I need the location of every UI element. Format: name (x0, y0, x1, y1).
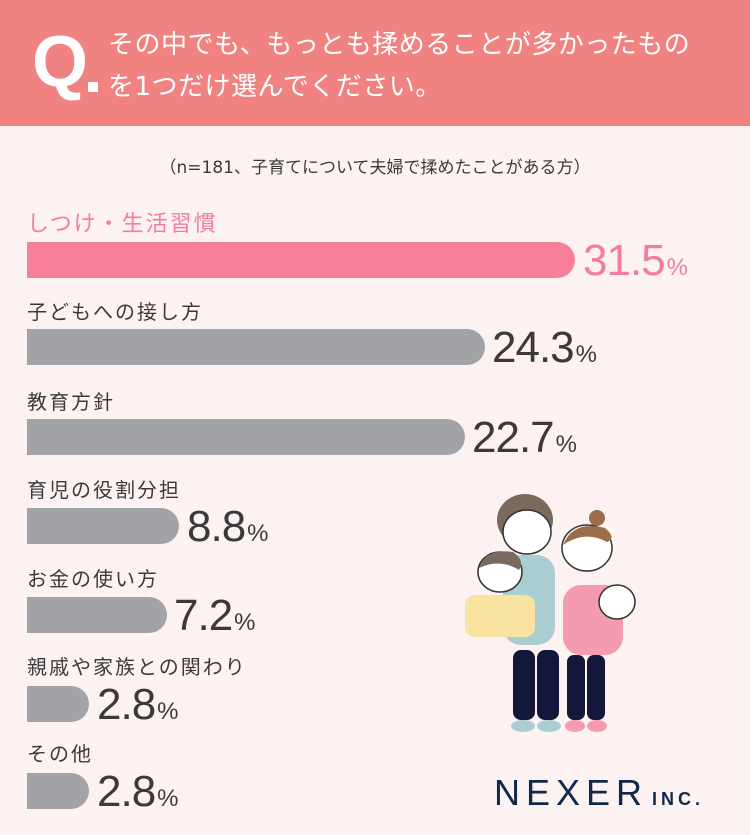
percent-sign: % (555, 431, 577, 458)
row-value: 31.5% (583, 239, 688, 290)
bar (27, 597, 167, 633)
row-label: 親戚や家族との関わり (27, 655, 247, 679)
nexer-logo: NEXER INC. (494, 772, 704, 814)
row-value: 2.8% (97, 683, 179, 734)
row-label: 子どもへの接し方 (27, 300, 203, 324)
value-number: 8.8 (187, 502, 246, 551)
bar-highlight (27, 242, 575, 278)
bar (27, 329, 485, 365)
row-label: その他 (27, 742, 93, 766)
row-label: 育児の役割分担 (27, 478, 181, 502)
percent-sign: % (575, 341, 597, 368)
bar (27, 419, 465, 455)
value-number: 22.7 (472, 413, 555, 462)
value-number: 2.8 (97, 680, 156, 729)
value-number: 24.3 (492, 323, 575, 372)
row-value: 24.3% (492, 326, 597, 377)
percent-sign: % (666, 254, 688, 281)
bar (27, 773, 89, 809)
question-header: Q その中でも、もっとも揉めることが多かったもの を1つだけ選んでください。 (0, 0, 750, 126)
percent-sign: % (157, 785, 179, 812)
question-text: その中でも、もっとも揉めることが多かったもの を1つだけ選んでください。 (108, 24, 690, 108)
question-line-1: その中でも、もっとも揉めることが多かったもの (108, 30, 691, 60)
logo-suffix: INC. (652, 789, 705, 809)
bar (27, 686, 89, 722)
row-label: お金の使い方 (27, 567, 159, 591)
row-value: 22.7% (472, 416, 577, 467)
row-value: 7.2% (174, 594, 256, 645)
row-value: 2.8% (97, 770, 179, 821)
row-label: 教育方針 (27, 390, 115, 414)
value-number: 2.8 (97, 767, 156, 816)
percent-sign: % (234, 609, 256, 636)
percent-sign: % (247, 520, 269, 547)
bar (27, 508, 179, 544)
q-mark: Q (32, 22, 88, 102)
row-value: 8.8% (187, 505, 269, 556)
question-line-2: を1つだけ選んでください。 (108, 72, 442, 102)
value-number: 7.2 (174, 591, 233, 640)
sample-note: （n=181、子育てについて夫婦で揉めたことがある方） (159, 158, 591, 178)
value-number: 31.5 (583, 236, 666, 285)
row-label: しつけ・生活習慣 (27, 212, 218, 237)
logo-name: NEXER (494, 772, 649, 813)
q-dot (88, 82, 98, 92)
family-illustration (465, 494, 636, 732)
percent-sign: % (157, 698, 179, 725)
